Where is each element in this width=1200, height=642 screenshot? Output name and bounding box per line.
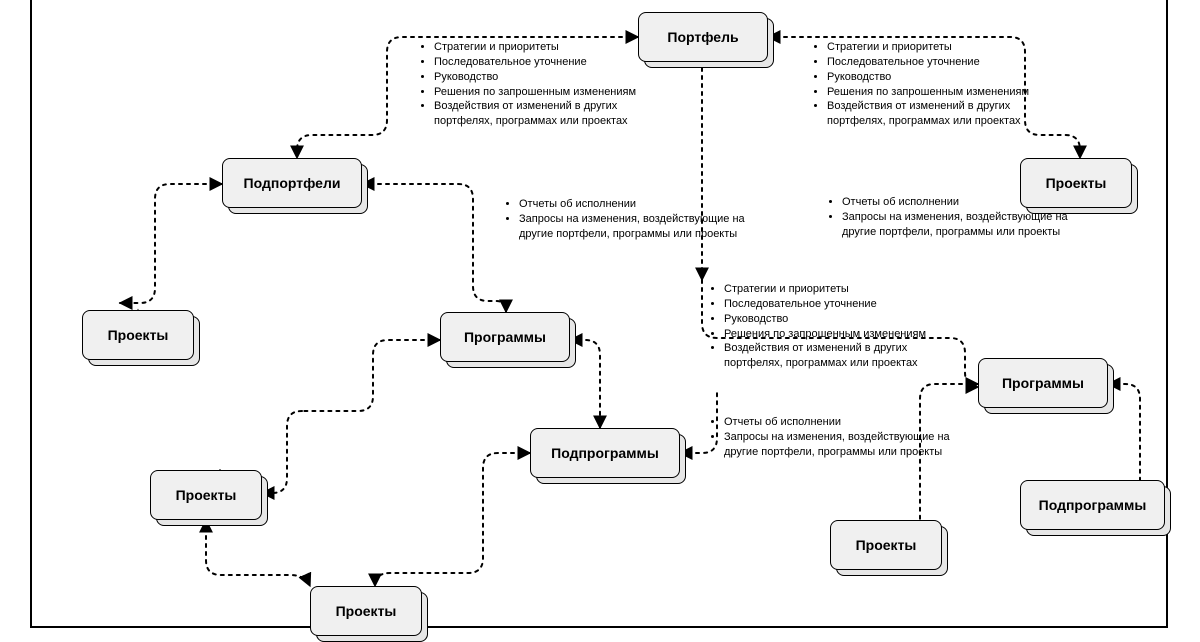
bullet-item: Запросы на изменения, воздействующие на … <box>724 430 954 460</box>
node-projects_left: Проекты <box>82 310 194 360</box>
node-label: Проекты <box>108 327 169 343</box>
node-label: Подпортфели <box>244 175 341 191</box>
node-face: Подпрограммы <box>530 428 680 478</box>
node-subprograms_left: Подпрограммы <box>530 428 680 478</box>
edge-e7 <box>375 453 530 586</box>
node-face: Программы <box>440 312 570 362</box>
edge-e4 <box>362 184 506 312</box>
node-label: Программы <box>464 329 546 345</box>
edge-e11 <box>206 520 310 586</box>
node-label: Подпрограммы <box>1039 497 1147 513</box>
node-projects_bottom: Проекты <box>310 586 422 636</box>
node-label: Портфель <box>667 29 738 45</box>
bullet-list-l3: Отчеты об исполненииЗапросы на изменения… <box>505 197 749 242</box>
edge-e5 <box>302 340 440 411</box>
bullet-item: Запросы на изменения, воздействующие на … <box>519 212 749 242</box>
node-label: Подпрограммы <box>551 445 659 461</box>
node-projects_midright: Проекты <box>830 520 942 570</box>
node-face: Проекты <box>150 470 262 520</box>
node-programs_left: Программы <box>440 312 570 362</box>
bullet-item: Стратегии и приоритеты <box>827 40 1057 55</box>
diagram-stage: Портфель Подпортфели Проекты Проекты Програм… <box>30 0 1168 628</box>
bullet-item: Воздействия от изменений в других портфе… <box>827 99 1057 129</box>
bullet-item: Руководство <box>827 70 1057 85</box>
bullet-item: Воздействия от изменений в других портфе… <box>724 341 954 371</box>
node-subprograms_right: Подпрограммы <box>1020 480 1165 530</box>
node-label: Проекты <box>176 487 237 503</box>
node-projects_midleft: Проекты <box>150 470 262 520</box>
node-face: Проекты <box>310 586 422 636</box>
node-face: Проекты <box>830 520 942 570</box>
bullet-item: Отчеты об исполнении <box>724 415 954 430</box>
node-label: Проекты <box>336 603 397 619</box>
node-face: Проекты <box>82 310 194 360</box>
node-face: Подпрограммы <box>1020 480 1165 530</box>
node-label: Программы <box>1002 375 1084 391</box>
bullet-list-l2: Стратегии и приоритетыПоследовательное у… <box>813 40 1057 129</box>
edge-e5b <box>262 411 302 493</box>
bullet-item: Решения по запрошенным изменениям <box>827 85 1057 100</box>
bullet-item: Отчеты об исполнении <box>519 197 749 212</box>
bullet-list-l5: Стратегии и приоритетыПоследовательное у… <box>710 282 954 371</box>
bullet-list-l4: Отчеты об исполненииЗапросы на изменения… <box>828 195 1072 240</box>
node-label: Проекты <box>1046 175 1107 191</box>
bullet-item: Руководство <box>724 312 954 327</box>
bullet-item: Руководство <box>434 70 664 85</box>
bullet-item: Стратегии и приоритеты <box>724 282 954 297</box>
node-label: Проекты <box>856 537 917 553</box>
bullet-item: Запросы на изменения, воздействующие на … <box>842 210 1072 240</box>
bullet-item: Стратегии и приоритеты <box>434 40 664 55</box>
bullet-item: Воздействия от изменений в других портфе… <box>434 99 664 129</box>
bullet-list-l1: Стратегии и приоритетыПоследовательное у… <box>420 40 664 129</box>
bullet-list-l6: Отчеты об исполненииЗапросы на изменения… <box>710 415 954 460</box>
bullet-item: Последовательное уточнение <box>827 55 1057 70</box>
bullet-item: Последовательное уточнение <box>724 297 954 312</box>
node-programs_right: Программы <box>978 358 1108 408</box>
node-face: Программы <box>978 358 1108 408</box>
bullet-item: Отчеты об исполнении <box>842 195 1072 210</box>
bullet-item: Последовательное уточнение <box>434 55 664 70</box>
node-subportfolios: Подпортфели <box>222 158 362 208</box>
node-face: Подпортфели <box>222 158 362 208</box>
edge-e3 <box>120 184 222 303</box>
bullet-item: Решения по запрошенным изменениям <box>724 327 954 342</box>
bullet-item: Решения по запрошенным изменениям <box>434 85 664 100</box>
